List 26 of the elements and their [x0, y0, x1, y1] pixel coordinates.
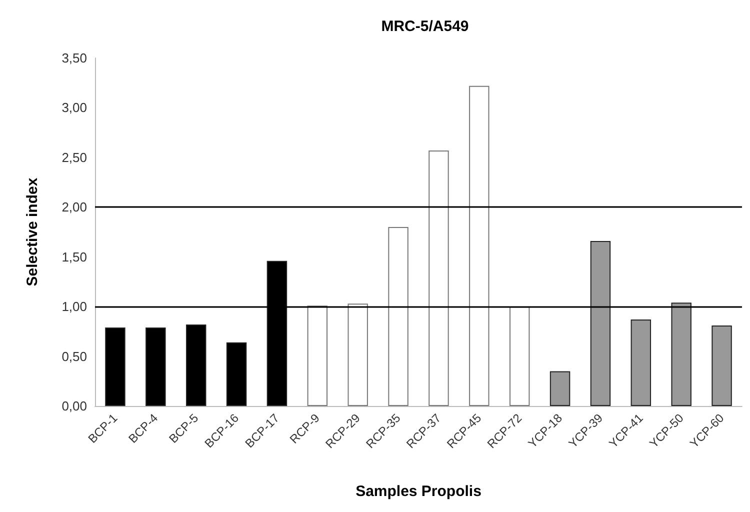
y-tick-label: 2,50	[62, 150, 87, 165]
y-tick-label: 3,00	[62, 100, 87, 116]
chart-title: MRC-5/A549	[381, 18, 469, 35]
y-tick-label: 2,00	[62, 200, 87, 215]
bar	[226, 342, 247, 406]
y-axis-title: Selective index	[24, 177, 41, 286]
bar	[630, 319, 652, 406]
bar	[712, 325, 732, 406]
bar	[146, 327, 166, 406]
bar	[550, 371, 570, 406]
bar	[671, 302, 692, 406]
y-tick-label: 1,00	[62, 299, 87, 314]
bar	[186, 324, 206, 406]
bar	[307, 306, 328, 406]
y-tick-label: 1,50	[62, 249, 87, 264]
x-axis-title: Samples Propolis	[356, 483, 482, 500]
bar	[509, 306, 530, 406]
bar	[428, 150, 449, 406]
y-tick-label: 3,50	[62, 50, 87, 66]
bar	[348, 304, 368, 406]
bar	[590, 240, 611, 406]
bar	[469, 86, 490, 406]
y-tick-label: 0,00	[62, 398, 87, 414]
bar	[388, 227, 408, 406]
bar	[105, 327, 126, 406]
y-tick-label: 0,50	[62, 348, 87, 364]
